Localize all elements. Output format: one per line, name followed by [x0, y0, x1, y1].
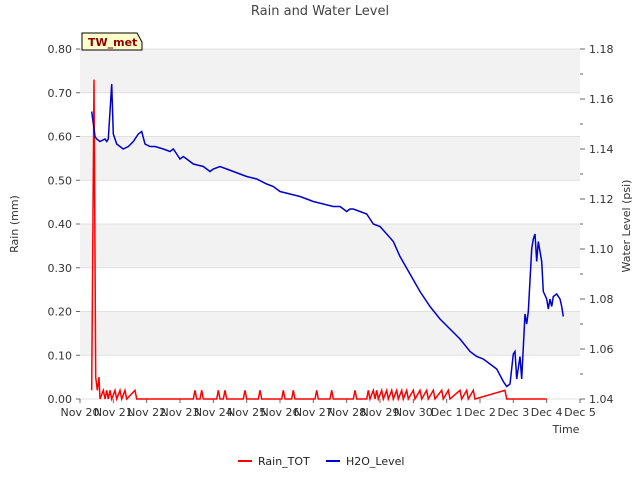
station-label: TW_met	[81, 32, 143, 51]
plot-band	[80, 49, 580, 93]
legend: Rain_TOT H2O_Level	[238, 455, 404, 468]
y-tick-label-left: 0.80	[48, 43, 73, 56]
x-tick-label: Nov 20	[61, 406, 100, 419]
y-tick-label-right: 1.10	[589, 243, 614, 256]
y-tick-label-right: 1.12	[589, 193, 614, 206]
x-tick-label: Nov 21	[94, 406, 133, 419]
y-tick-label-left: 0.00	[48, 393, 73, 406]
x-tick-label: Nov 29	[361, 406, 400, 419]
y-tick-label-left: 0.10	[48, 349, 73, 362]
plot-band	[80, 355, 580, 399]
y-tick-label-right: 1.08	[589, 293, 614, 306]
y-tick-label-right: 1.04	[589, 393, 614, 406]
y-tick-label-right: 1.14	[589, 143, 614, 156]
y-tick-label-left: 0.20	[48, 306, 73, 319]
series-line-rain-tot	[90, 79, 547, 402]
right-axis: 1.04 1.06 1.08 1.10 1.12 1.14 1.16 1.18	[580, 43, 614, 406]
y-tick-label-left: 0.70	[48, 87, 73, 100]
x-tick-label: Dec 4	[531, 406, 563, 419]
y-tick-label-left: 0.50	[48, 174, 73, 187]
y-tick-label-right: 1.18	[589, 43, 614, 56]
x-tick-label: Dec 2	[464, 406, 496, 419]
left-axis: 0.00 0.10 0.20 0.30 0.40 0.50 0.60 0.70 0.80	[48, 43, 80, 406]
chart-title: Rain and Water Level	[251, 4, 389, 19]
plot-band	[80, 92, 580, 137]
legend-label-rain-tot: Rain_TOT	[258, 455, 310, 468]
x-tick-label: Nov 25	[227, 406, 266, 419]
x-tick-label: Nov 26	[261, 406, 300, 419]
y-tick-label-right: 1.06	[589, 343, 614, 356]
x-tick-label: Dec 3	[497, 406, 529, 419]
plot-band	[80, 136, 580, 181]
plot-background	[80, 48, 580, 400]
series-line-h2o-level	[90, 83, 565, 388]
x-tick-label: Nov 30	[394, 406, 433, 419]
plot-band	[80, 267, 580, 312]
x-tick-label: Nov 24	[194, 406, 233, 419]
legend-label-h2o-level: H2O_Level	[346, 455, 404, 468]
x-tick-label: Nov 23	[161, 406, 200, 419]
x-axis-label: Time	[552, 423, 580, 436]
x-tick-label: Nov 27	[294, 406, 333, 419]
x-tick-label: Nov 28	[327, 406, 366, 419]
y-tick-label-left: 0.30	[48, 262, 73, 275]
x-tick-label: Nov 22	[127, 406, 166, 419]
y-tick-label-left: 0.40	[48, 218, 73, 231]
x-tick-label: Dec 1	[431, 406, 463, 419]
y-tick-label-right: 1.16	[589, 93, 614, 106]
station-label-box	[81, 32, 143, 51]
y-tick-label-left: 0.60	[48, 131, 73, 144]
station-label-text: TW_met	[88, 36, 137, 49]
plot-band	[80, 180, 580, 224]
y-axis-label-left: Rain (mm)	[8, 195, 21, 253]
plot-band	[80, 311, 580, 356]
x-tick-label: Dec 5	[564, 406, 596, 419]
y-axis-label-right: Water Level (psi)	[620, 180, 633, 273]
plot-band	[80, 224, 580, 268]
